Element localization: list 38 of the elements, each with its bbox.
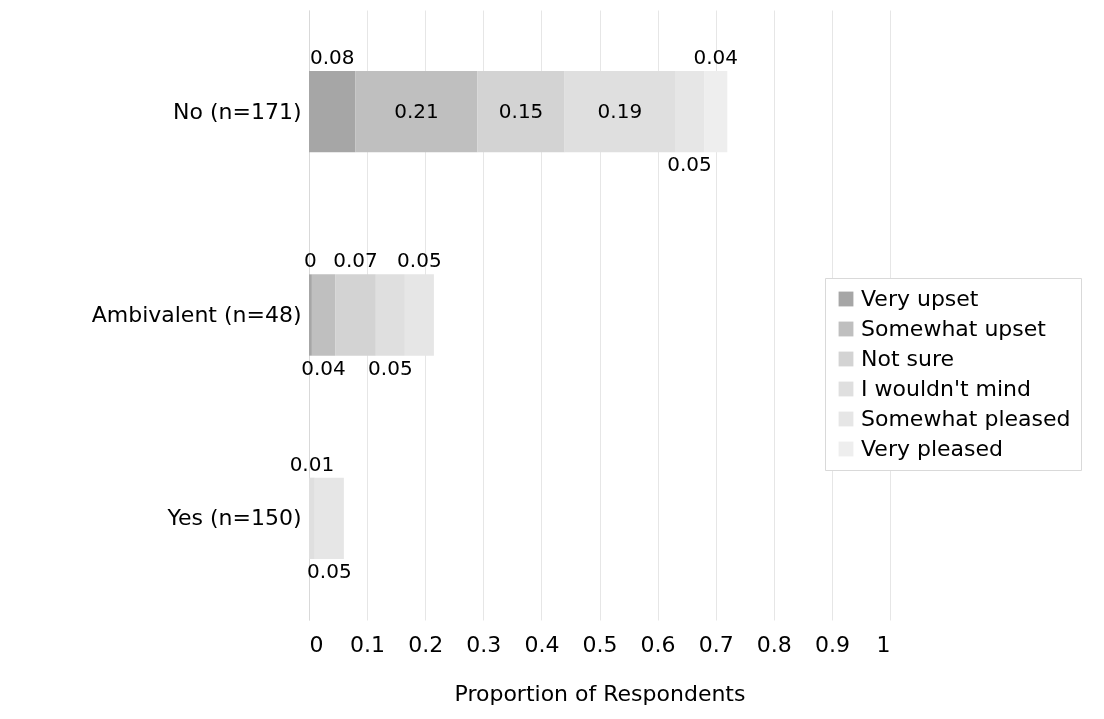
y-tick-label: Ambivalent (n=48) [91, 302, 302, 327]
x-tick-label: 0.8 [756, 631, 792, 657]
bar [355, 71, 478, 153]
x-axis-title: Proportion of Respondents [454, 680, 746, 706]
bar [311, 274, 336, 356]
legend-label: I wouldn't mind [861, 376, 1032, 401]
data-label: 0 [304, 248, 317, 273]
data-label: 0.05 [397, 248, 442, 273]
data-label: 0.15 [498, 98, 544, 123]
legend-label: Very upset [861, 286, 979, 311]
data-label: 0.08 [309, 45, 355, 69]
legend-label: Somewhat upset [861, 316, 1047, 341]
x-tick-label: 0.4 [524, 631, 560, 657]
legend-label: Somewhat pleased [861, 406, 1071, 431]
data-label: 0.05 [307, 559, 352, 583]
x-tick-label: 0.2 [408, 631, 444, 657]
x-tick-label: 0 [309, 631, 324, 657]
x-tick-label: 0.5 [582, 631, 618, 657]
x-tick-label: 0.9 [814, 631, 850, 657]
data-label: 0.01 [289, 451, 335, 476]
data-label: 0.21 [394, 98, 439, 123]
x-tick-label: 1 [876, 631, 891, 657]
x-tick-label: 0.7 [698, 631, 734, 657]
bar [309, 274, 312, 356]
data-label: 0.19 [597, 98, 643, 123]
x-tick-label: 0.1 [350, 631, 386, 657]
bar [309, 71, 356, 153]
data-label: 0.05 [667, 152, 712, 177]
y-tick-label: No (n=171) [173, 98, 302, 124]
data-label: 0.07 [333, 248, 378, 273]
data-label: 0.04 [301, 355, 346, 380]
x-tick-label: 0.3 [466, 631, 502, 657]
x-tick-label: 0.6 [640, 631, 676, 657]
data-label: 0.04 [693, 45, 738, 69]
legend-label: Not sure [861, 346, 955, 371]
legend-label: Very pleased [861, 436, 1003, 461]
y-tick-label: Yes (n=150) [166, 505, 302, 531]
data-label: 0.05 [368, 355, 413, 380]
